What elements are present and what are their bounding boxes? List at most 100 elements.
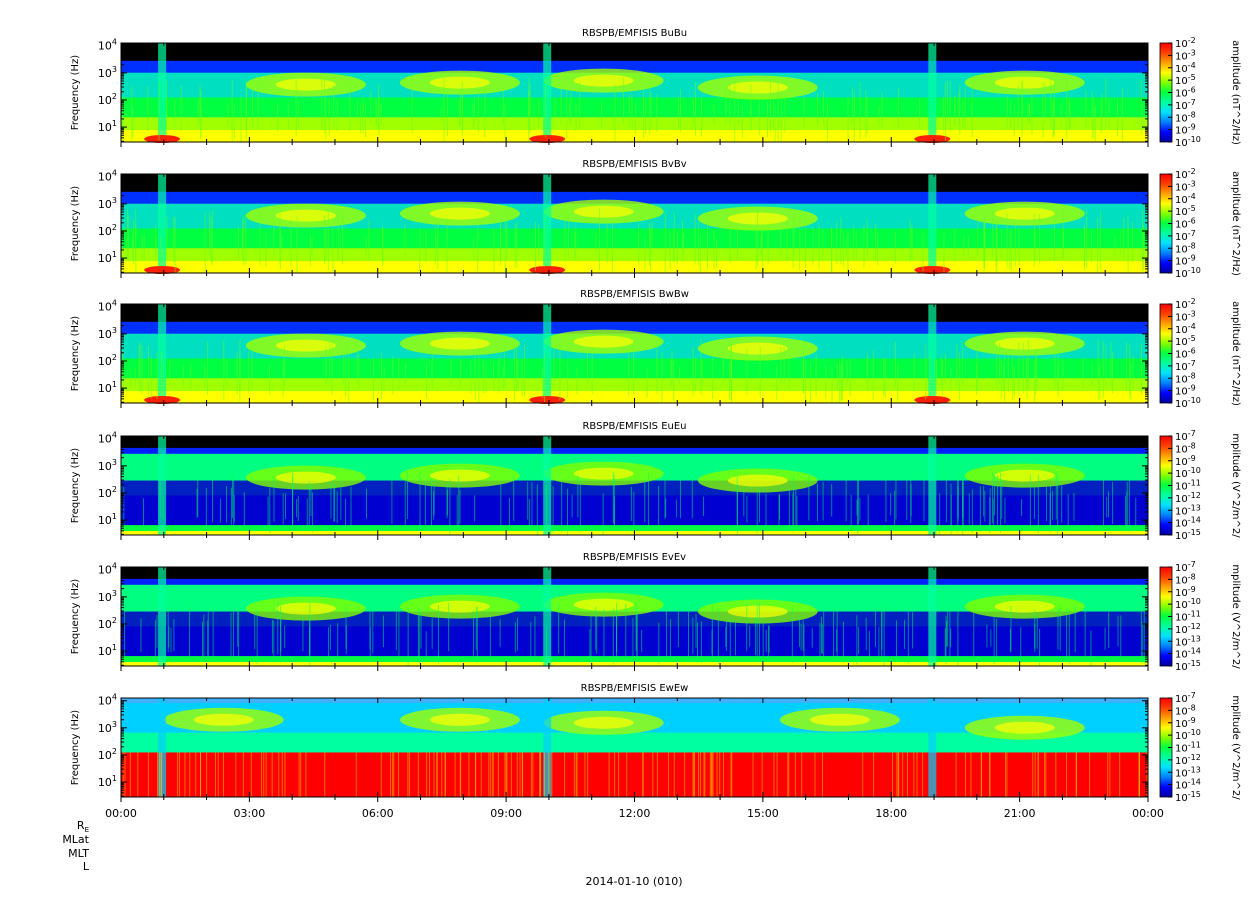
- colorbar-label: mplitude (V^2/m^2/: [1230, 433, 1241, 538]
- perigee-hotspot: [144, 135, 181, 143]
- colorbar: 10-210-310-410-510-610-710-810-910-10 amp…: [1159, 167, 1241, 280]
- colorbar-tick-label: 10-9: [1175, 454, 1196, 468]
- colorbar-tick-label: 10-7: [1175, 98, 1196, 112]
- perigee-spike: [543, 174, 552, 273]
- panel-5: RBSPB/EMFISIS EvEv Frequency (Hz) 101 102 10…: [70, 552, 1241, 673]
- emission-core: [727, 342, 788, 355]
- ephemeris-label-mlt: MLT: [68, 847, 89, 860]
- colorbar-tick-label: 10-5: [1175, 334, 1196, 348]
- emission-core: [994, 76, 1055, 89]
- spectrogram-image: [121, 174, 1148, 274]
- y-tick-label: 101: [98, 119, 117, 134]
- panel-ylabel: Frequency (Hz): [70, 316, 81, 392]
- colorbar-tick-label: 10-7: [1175, 560, 1196, 574]
- panel-ylabel: Frequency (Hz): [70, 55, 81, 131]
- perigee-spike: [928, 304, 937, 403]
- colorbar-tick-label: 10-13: [1175, 503, 1201, 517]
- colorbar-tick-label: 10-8: [1175, 371, 1196, 385]
- y-tick-label: 103: [98, 589, 117, 604]
- emission-core: [727, 605, 788, 618]
- panel-2: RBSPB/EMFISIS BvBv Frequency (Hz) 101 102 10…: [70, 159, 1241, 280]
- colorbar-tick-label: 10-8: [1175, 110, 1196, 124]
- colorbar-tick-label: 10-14: [1175, 647, 1201, 661]
- colorbar-tick-label: 10-10: [1175, 597, 1201, 611]
- colorbar-tick-label: 10-2: [1175, 167, 1196, 181]
- panels-group: RBSPB/EMFISIS BuBu Frequency (Hz) 101 102 10…: [70, 28, 1241, 804]
- perigee-hotspot: [529, 266, 566, 274]
- emission-core: [573, 205, 634, 218]
- perigee-spike: [928, 43, 937, 142]
- spectrogram-image: [121, 567, 1148, 667]
- colorbar-tick-label: 10-9: [1175, 123, 1196, 137]
- colorbar-tick-label: 10-10: [1175, 728, 1201, 742]
- colorbar-tick-label: 10-14: [1175, 516, 1201, 530]
- colorbar-tick-label: 10-10: [1175, 466, 1201, 480]
- emission-core: [573, 467, 634, 480]
- spectrogram-band: [121, 60, 1148, 74]
- perigee-spike: [158, 567, 167, 666]
- colorbar-tick-label: 10-10: [1175, 396, 1201, 410]
- colorbar-tick-label: 10-3: [1175, 179, 1196, 193]
- ephemeris-labels: RE MLat MLT L: [62, 819, 90, 873]
- y-tick-label: 101: [98, 380, 117, 395]
- emission-core: [275, 602, 336, 615]
- colorbar-tick-label: 10-3: [1175, 309, 1196, 323]
- y-tick-label: 104: [98, 562, 117, 577]
- colorbar-tick-label: 10-4: [1175, 61, 1196, 75]
- emission-core: [994, 469, 1055, 482]
- colorbar-tick-label: 10-9: [1175, 716, 1196, 730]
- spectrogram-band: [121, 525, 1148, 532]
- colorbar-tick-label: 10-6: [1175, 347, 1196, 361]
- colorbar-tick-label: 10-8: [1175, 441, 1196, 455]
- colorbar-tick-label: 10-12: [1175, 622, 1201, 636]
- emission-core: [275, 471, 336, 484]
- colorbar-tick-label: 10-4: [1175, 192, 1196, 206]
- y-tick-label: 104: [98, 693, 117, 708]
- y-tick-label: 101: [98, 512, 117, 527]
- panel-title: RBSPB/EMFISIS EuEu: [582, 421, 686, 432]
- panel-title: RBSPB/EMFISIS BwBw: [580, 289, 689, 300]
- panel-4: RBSPB/EMFISIS EuEu Frequency (Hz) 101 102 10…: [70, 421, 1241, 542]
- perigee-hotspot: [144, 396, 181, 404]
- colorbar-tick-label: 10-10: [1175, 266, 1201, 280]
- colorbar-tick-label: 10-13: [1175, 765, 1201, 779]
- colorbar-tick-label: 10-15: [1175, 790, 1201, 804]
- perigee-spike: [928, 436, 937, 535]
- emission-core: [573, 716, 634, 729]
- perigee-spike: [928, 567, 937, 666]
- spectrogram-band: [121, 732, 1148, 753]
- y-tick-label: 101: [98, 250, 117, 265]
- emission-core: [275, 209, 336, 222]
- colorbar-tick-label: 10-6: [1175, 86, 1196, 100]
- colorbar-tick-label: 10-13: [1175, 634, 1201, 648]
- ephemeris-label-mlat: MLat: [62, 833, 89, 846]
- emission-core: [573, 598, 634, 611]
- perigee-spike: [543, 698, 552, 797]
- time-tick-label: 06:00: [362, 807, 394, 820]
- emission-core: [809, 713, 870, 726]
- time-tick-label: 18:00: [875, 807, 907, 820]
- colorbar-tick-label: 10-11: [1175, 479, 1201, 493]
- emission-core: [573, 335, 634, 348]
- spectrogram-band: [121, 480, 1148, 496]
- perigee-hotspot: [529, 135, 566, 143]
- spectrogram-band: [121, 378, 1148, 392]
- panel-title: RBSPB/EMFISIS BuBu: [582, 28, 687, 39]
- perigee-spike: [928, 698, 937, 797]
- emission-core: [193, 713, 254, 726]
- spectrogram-band: [121, 117, 1148, 131]
- y-tick-label: 104: [98, 38, 117, 53]
- emission-core: [727, 474, 788, 487]
- emission-core: [275, 339, 336, 352]
- perigee-spike: [543, 304, 552, 403]
- colorbar: 10-210-310-410-510-610-710-810-910-10 amp…: [1159, 36, 1241, 149]
- perigee-spike: [158, 698, 167, 797]
- colorbar-tick-label: 10-7: [1175, 229, 1196, 243]
- time-tick-label: 21:00: [1004, 807, 1036, 820]
- emission-core: [429, 337, 490, 350]
- colorbar-label: mplitude (V^2/m^2/: [1230, 695, 1241, 800]
- y-tick-label: 104: [98, 299, 117, 314]
- emission-core: [429, 76, 490, 89]
- colorbar: 10-210-310-410-510-610-710-810-910-10 amp…: [1159, 297, 1241, 410]
- panel-title: RBSPB/EMFISIS EvEv: [583, 552, 686, 563]
